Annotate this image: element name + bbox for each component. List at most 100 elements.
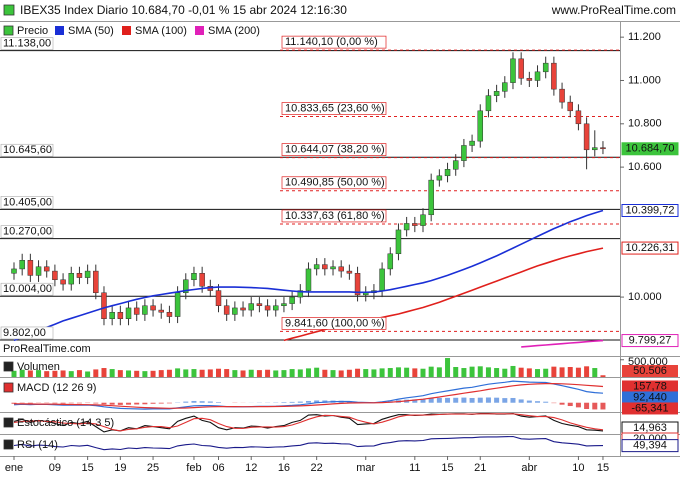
volume-bar (404, 367, 410, 377)
value-label: 50.506 (633, 365, 667, 377)
histogram-bar (477, 397, 483, 403)
histogram-bar (322, 400, 328, 403)
volume-bar (371, 369, 377, 377)
volume-bar (248, 369, 254, 377)
volume-bar (535, 369, 541, 377)
histogram-bar (575, 402, 581, 408)
histogram-bar (68, 402, 74, 404)
legend-label: SMA (200) (208, 25, 260, 37)
x-tick-label: 10 (572, 462, 584, 474)
volume-bar (575, 367, 581, 377)
histogram-bar (412, 399, 418, 403)
candle-body (158, 309, 164, 313)
header-icon (3, 4, 15, 16)
volume-bar (355, 368, 361, 377)
volume-bar (44, 371, 50, 377)
candle-body (256, 303, 263, 306)
x-tick-label: mar (356, 462, 375, 474)
value-label: 9.799,27 (629, 334, 672, 346)
candle-body (330, 266, 336, 270)
series-line (13, 383, 604, 409)
candle-body (485, 95, 492, 112)
value-label-box (622, 380, 678, 393)
candle-body (469, 140, 475, 146)
panel-plot (13, 435, 604, 451)
histogram-bar (191, 400, 197, 403)
volume-bar (68, 371, 74, 377)
panel-title: Estocástico (14 3 5) (17, 417, 114, 429)
histogram-bar (199, 401, 205, 403)
volume-bar (502, 368, 508, 377)
candle-body (232, 307, 238, 315)
panel-plot (13, 413, 604, 433)
candle-body (493, 91, 500, 96)
panel-title: RSI (14) (17, 439, 58, 451)
histogram-bar (289, 401, 295, 403)
candle-body (289, 296, 295, 304)
histogram-bar (518, 399, 524, 403)
legend-icon (195, 26, 204, 35)
candle-body (60, 279, 66, 285)
value-label: 14,963 (633, 422, 667, 434)
candle-body (109, 311, 115, 319)
histogram-bar (76, 402, 82, 404)
volume-bar (477, 366, 483, 377)
volume-bar (314, 367, 320, 377)
series-line (521, 339, 604, 348)
value-label-box (622, 365, 678, 377)
histogram-bar (567, 402, 573, 407)
value-label-box (621, 241, 679, 255)
fib-label-box (281, 143, 387, 156)
candle-body (502, 82, 508, 92)
panel-title: MACD (12 26 9) (17, 382, 96, 394)
candle-body (420, 214, 426, 226)
histogram-bar (126, 402, 132, 405)
fib-label-box (281, 176, 387, 190)
legend-label: SMA (50) (68, 25, 114, 37)
candle-body (583, 123, 590, 151)
volume-bar (379, 368, 385, 377)
watermark: ProRealTime.com (3, 343, 91, 355)
volume-bar (559, 367, 565, 377)
candle-body (199, 273, 205, 287)
panel-icon (3, 382, 14, 393)
panel-icon (3, 417, 14, 428)
volume-bar (175, 368, 181, 377)
candle-body (101, 292, 107, 319)
histogram-bar (109, 402, 115, 405)
volume-bar (305, 368, 311, 377)
x-tick-label: 16 (278, 462, 290, 474)
value-label-box (622, 391, 678, 404)
volume-bar (134, 370, 140, 377)
candle-body (133, 307, 140, 315)
candle-body (223, 305, 230, 315)
level-label: 11.138,00 (3, 37, 51, 49)
candle-body (273, 305, 279, 311)
volume-bar (117, 370, 123, 377)
histogram-bar (52, 402, 58, 404)
value-label: -65,341 (631, 402, 668, 414)
y-tick-label: 10.000 (628, 291, 662, 303)
volume-bar (85, 371, 91, 377)
x-tick-label: ene (5, 462, 23, 474)
volume-bar (297, 369, 303, 377)
volume-bar (584, 366, 590, 377)
histogram-bar (183, 401, 189, 403)
level-label: 10.004,00 (3, 283, 52, 295)
histogram-bar (158, 402, 164, 404)
candle-body (526, 78, 533, 81)
volume-bar (330, 370, 336, 377)
histogram-bar (502, 398, 508, 403)
value-label-box (621, 334, 679, 348)
x-tick-label: 09 (49, 462, 61, 474)
x-tick-label: 11 (409, 462, 420, 474)
histogram-bar (510, 397, 516, 403)
level-label: 10.270,00 (3, 226, 52, 238)
volume-bar (289, 369, 295, 377)
fib-label: 11.140,10 (0,00 %) (285, 36, 378, 48)
candle-body (215, 290, 222, 306)
histogram-bar (150, 402, 156, 404)
volume-bar (322, 369, 328, 377)
x-tick-label: 15 (441, 462, 453, 474)
